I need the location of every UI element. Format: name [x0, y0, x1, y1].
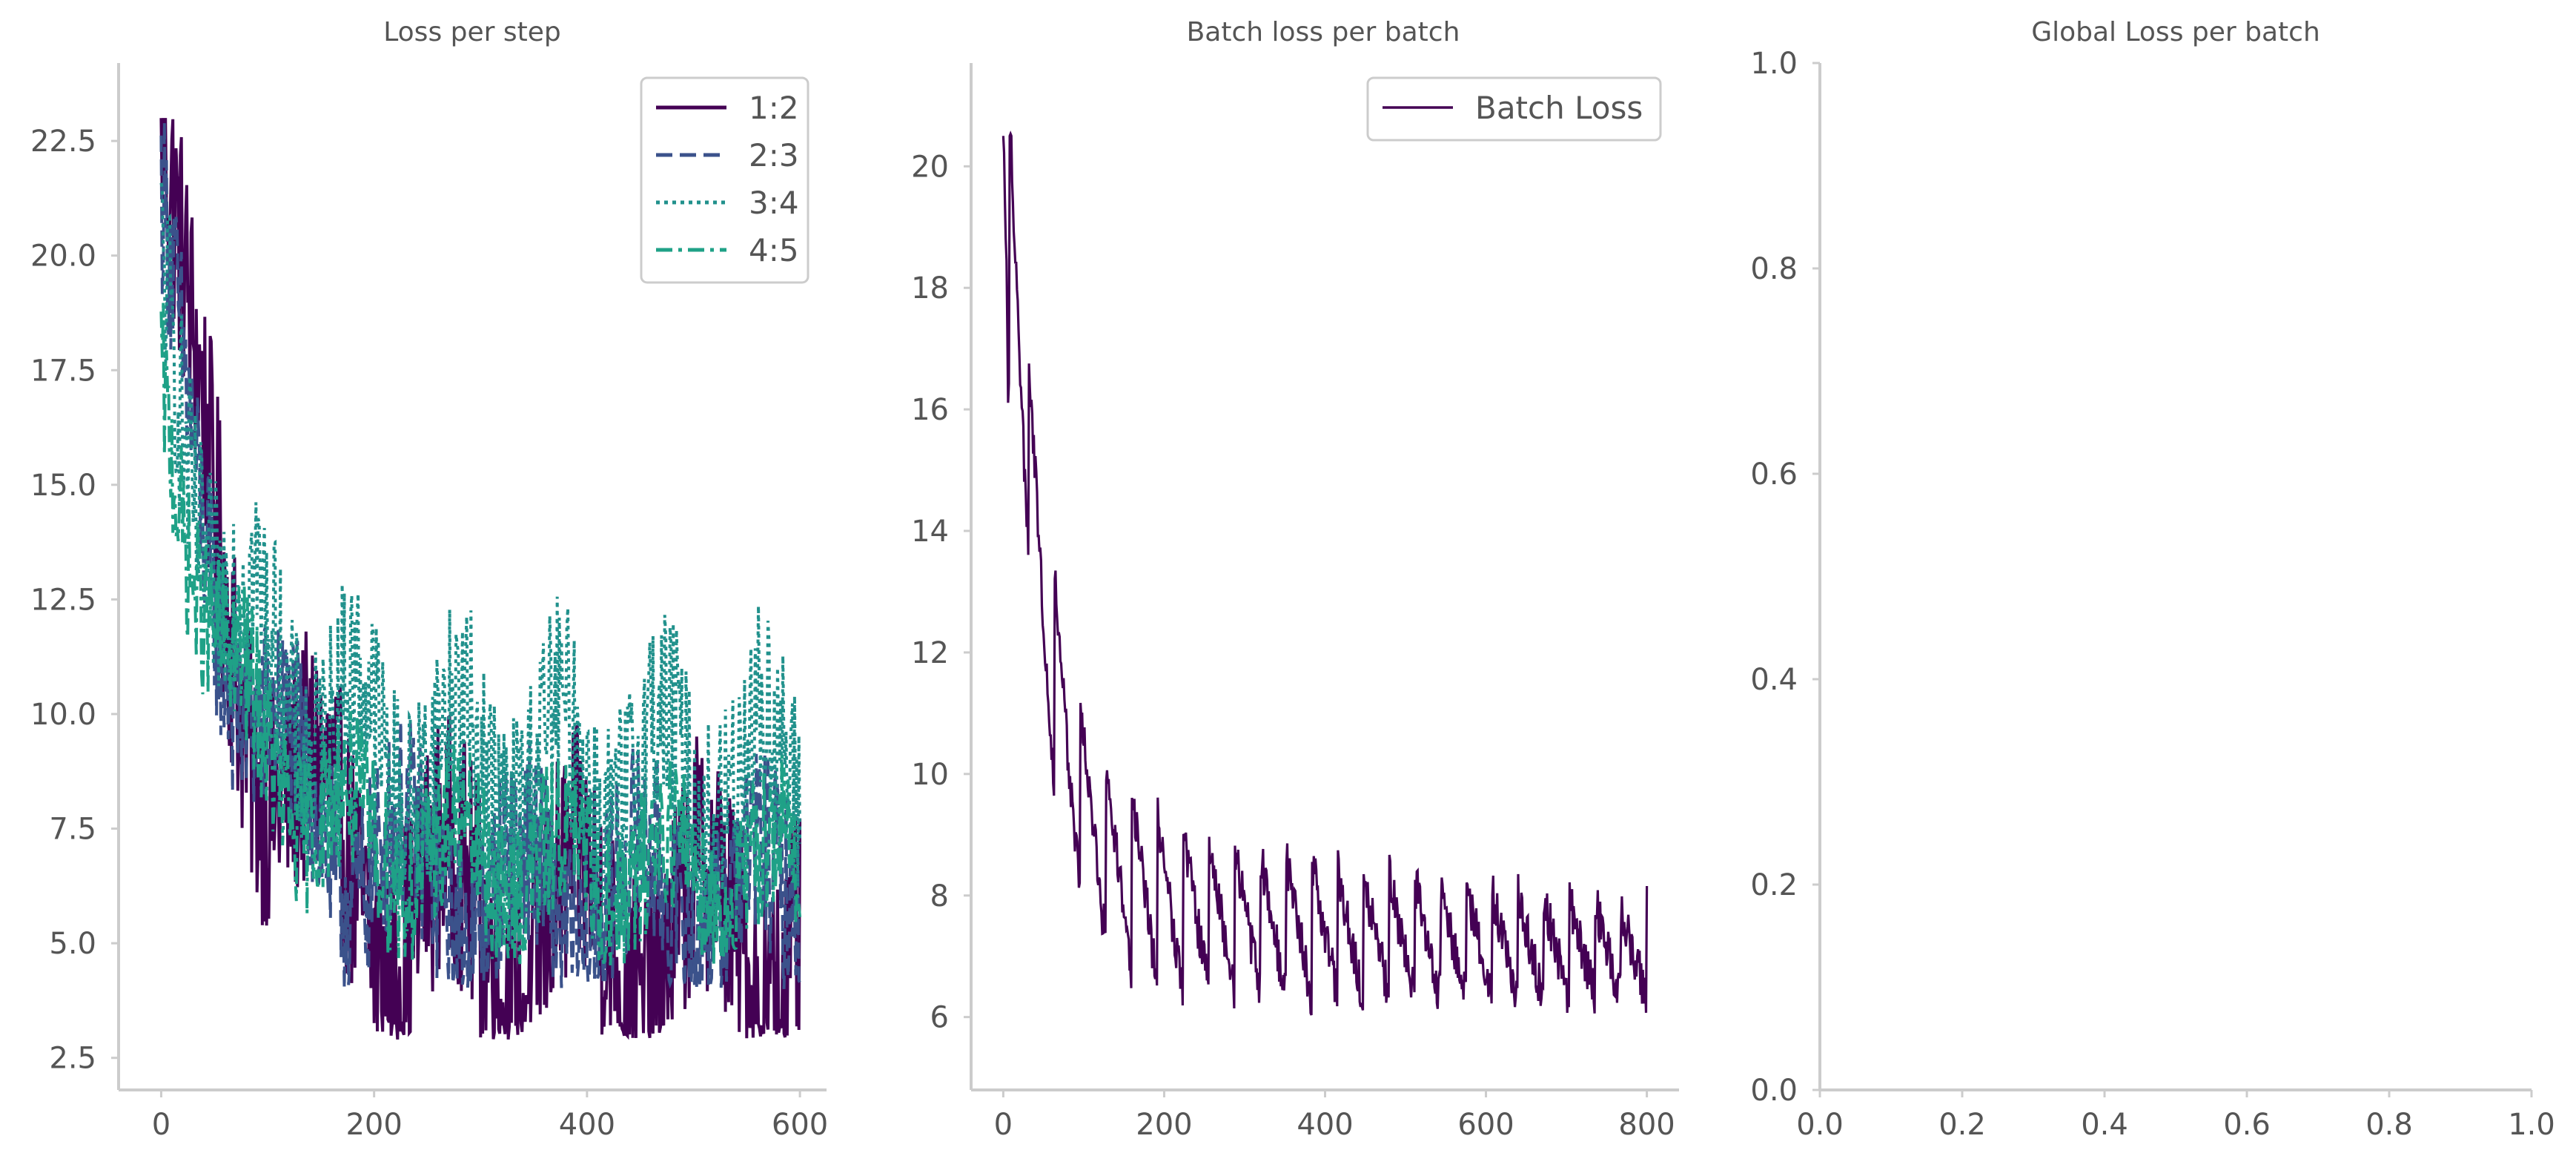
x-tick-label: 0: [994, 1108, 1013, 1142]
x-tick-label: 0.0: [1796, 1108, 1844, 1142]
axes: 0 200 400 600 2.5 5.0 7.5 10.0 12.5 15.0 17.5 20.0 2…: [30, 63, 828, 1142]
y-tick-label: 20.0: [30, 239, 96, 274]
x-tick-label: 400: [559, 1108, 615, 1142]
series-line-4-5: [159, 303, 802, 967]
y-tick-label: 0.6: [1750, 457, 1798, 492]
y-tick-label: 22.5: [30, 125, 96, 159]
x-tick-label: 400: [1297, 1108, 1353, 1142]
y-tick-label: 7.5: [49, 813, 96, 847]
chart-title: Loss per step: [383, 17, 561, 47]
x-tick-label: 200: [345, 1108, 402, 1142]
y-tick-label: 12.5: [30, 583, 96, 617]
legend-label: 3:4: [749, 185, 799, 221]
axes: 0 200 400 600 800 6 8 10 12 14 16 18 20: [911, 63, 1679, 1142]
legend-label: 1:2: [749, 90, 799, 126]
y-tick-label: 2.5: [49, 1042, 96, 1076]
legend: Batch Loss: [1366, 76, 1662, 142]
y-tick-label: 10.0: [30, 698, 96, 732]
y-tick-label: 0.4: [1750, 663, 1798, 697]
legend: 1:2 2:3 3:4 4:5: [640, 76, 809, 284]
y-tick-label: 5.0: [49, 927, 96, 961]
x-tick-label: 0.6: [2223, 1108, 2271, 1142]
y-tick-label: 8: [930, 879, 949, 913]
x-tick-label: 800: [1618, 1108, 1675, 1142]
panel-batch-loss-per-batch: Batch loss per batch 0 200 400 600 800 6 8 10 12…: [911, 17, 1679, 1142]
x-tick-label: 1.0: [2508, 1108, 2555, 1142]
legend-label: 2:3: [749, 137, 799, 174]
y-tick-label: 1.0: [1750, 47, 1798, 81]
panel-loss-per-step: Loss per step 0 200 400 600 2.5 5.0 7.5 10.0 12.…: [30, 17, 828, 1142]
series-line-batch-loss: [1001, 130, 1649, 1016]
series-lines: [159, 118, 802, 1040]
y-tick-label: 15.0: [30, 469, 96, 503]
chart-title: Global Loss per batch: [2031, 17, 2320, 47]
x-tick-label: 0.8: [2365, 1108, 2413, 1142]
y-tick-label: 14: [911, 515, 949, 549]
chart-title: Batch loss per batch: [1187, 17, 1460, 47]
axes: 0.0 0.2 0.4 0.6 0.8 1.0 0.0 0.2 0.4 0.6 0.8 1.0: [1750, 47, 2555, 1142]
series-line-2-3: [159, 122, 801, 989]
y-tick-label: 12: [911, 636, 949, 670]
y-tick-label: 0.0: [1750, 1074, 1798, 1108]
y-tick-label: 0.2: [1750, 868, 1798, 902]
y-tick-label: 10: [911, 758, 949, 792]
y-tick-label: 20: [911, 150, 949, 184]
series-lines: [1001, 130, 1649, 1016]
legend-label: Batch Loss: [1475, 90, 1643, 126]
y-tick-label: 18: [911, 271, 949, 305]
x-tick-label: 200: [1136, 1108, 1192, 1142]
legend-box: [640, 76, 809, 284]
y-tick-label: 16: [911, 393, 949, 427]
x-tick-label: 600: [772, 1108, 828, 1142]
panel-global-loss-per-batch: Global Loss per batch 0.0 0.2 0.4 0.6 0.8 1.0…: [1750, 17, 2555, 1142]
x-tick-label: 0.4: [2081, 1108, 2128, 1142]
y-tick-label: 6: [930, 1001, 949, 1035]
y-tick-label: 0.8: [1750, 252, 1798, 286]
x-tick-label: 0: [152, 1108, 170, 1142]
x-tick-label: 0.2: [1938, 1108, 1986, 1142]
series-line-3-4: [159, 182, 802, 920]
legend-box: [1366, 76, 1662, 142]
x-tick-label: 600: [1457, 1108, 1514, 1142]
legend-label: 4:5: [749, 232, 799, 268]
y-tick-label: 17.5: [30, 354, 96, 388]
